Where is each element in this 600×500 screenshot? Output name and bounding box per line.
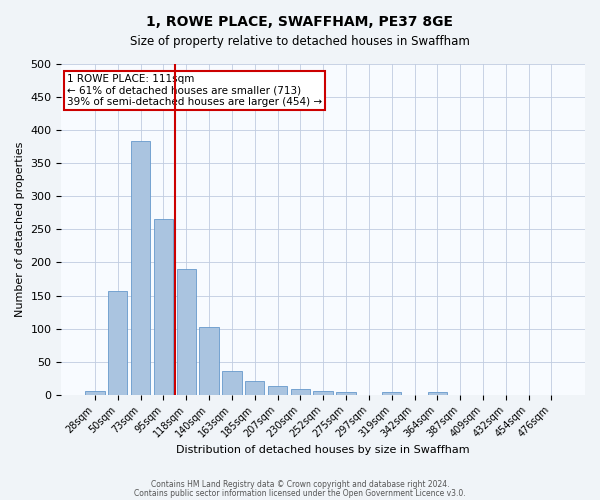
Y-axis label: Number of detached properties: Number of detached properties (15, 142, 25, 317)
Text: 1, ROWE PLACE, SWAFFHAM, PE37 8GE: 1, ROWE PLACE, SWAFFHAM, PE37 8GE (146, 15, 454, 29)
Bar (290, 389, 310, 394)
Bar (199, 328, 219, 394)
Text: 1 ROWE PLACE: 111sqm
← 61% of detached houses are smaller (713)
39% of semi-deta: 1 ROWE PLACE: 111sqm ← 61% of detached h… (67, 74, 322, 107)
Text: Contains HM Land Registry data © Crown copyright and database right 2024.: Contains HM Land Registry data © Crown c… (151, 480, 449, 489)
Text: Size of property relative to detached houses in Swaffham: Size of property relative to detached ho… (130, 35, 470, 48)
Bar (337, 392, 356, 394)
Bar (382, 392, 401, 394)
Bar (176, 269, 196, 394)
Text: Contains public sector information licensed under the Open Government Licence v3: Contains public sector information licen… (134, 488, 466, 498)
Bar (268, 386, 287, 394)
Bar (154, 220, 173, 394)
Bar (245, 381, 265, 394)
Bar (131, 140, 150, 394)
Bar (222, 371, 242, 394)
X-axis label: Distribution of detached houses by size in Swaffham: Distribution of detached houses by size … (176, 445, 470, 455)
Bar (108, 291, 127, 395)
Bar (85, 391, 104, 394)
Bar (313, 391, 333, 394)
Bar (428, 392, 447, 394)
